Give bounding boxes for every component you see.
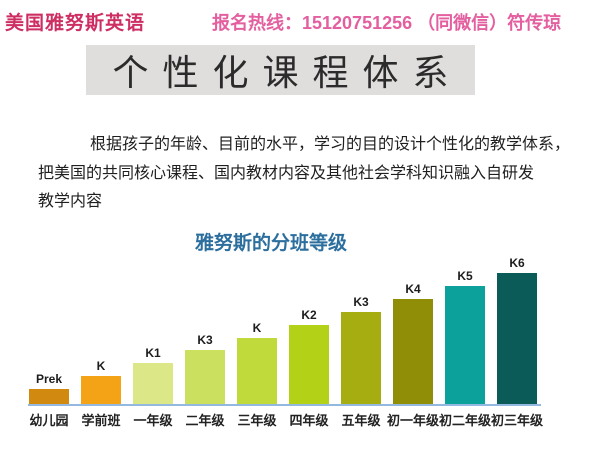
- bar-bottom-label: 四年级: [289, 413, 329, 428]
- bar-top-label: K1: [145, 346, 161, 360]
- chart-baseline: [28, 404, 541, 406]
- bar: [185, 350, 225, 404]
- intro-line-3: 教学内容: [38, 193, 103, 210]
- bar-top-label: K6: [509, 256, 525, 270]
- bar: [289, 325, 329, 404]
- intro-line-2: 把美国的共同核心课程、国内教材内容及其他社会学科知识融入自研发: [38, 164, 535, 182]
- brand-title: 美国雅努斯英语: [5, 13, 146, 34]
- bar-bottom-label: 初三年级: [490, 413, 543, 428]
- bar-top-label: K3: [197, 333, 213, 347]
- bar-top-label: K5: [457, 269, 473, 283]
- bar: [237, 338, 277, 404]
- bar: [393, 299, 433, 404]
- bar: [81, 376, 121, 404]
- bar-bottom-label: 一年级: [133, 413, 173, 428]
- bar-bottom-label: 幼儿园: [29, 413, 69, 428]
- bar: [497, 273, 537, 404]
- intro-paragraph: 根据孩子的年龄、目前的水平，学习的目的设计个性化的教学体系， 把美国的共同核心课…: [38, 131, 578, 217]
- section-title: 个性化课程体系: [112, 52, 463, 93]
- bar-top-label: K: [252, 321, 262, 335]
- bar: [29, 389, 69, 404]
- bar-bottom-label: 五年级: [341, 413, 381, 428]
- bar-chart: Prek 幼儿园 K 学前班 K1 一年级 K3 二年级 K 三年级 K2 四年级 K3 五年级 K4 初一年…: [0, 256, 600, 445]
- section-title-banner: 个性化课程体系: [86, 45, 475, 95]
- bar-top-label: K3: [353, 295, 369, 309]
- bar-top-label: K4: [405, 282, 421, 296]
- bar-top-label: Prek: [35, 372, 63, 386]
- bar-bottom-label: 学前班: [81, 413, 121, 428]
- bar-bottom-label: 初二年级: [438, 413, 491, 428]
- bar-bottom-label: 初一年级: [386, 413, 439, 428]
- bar-top-label: K: [96, 359, 106, 373]
- bar-bottom-label: 三年级: [237, 413, 277, 428]
- bar: [133, 363, 173, 404]
- bar: [341, 312, 381, 404]
- chart-title: 雅努斯的分班等级: [195, 233, 348, 254]
- bar: [445, 286, 485, 404]
- bar-top-label: K2: [301, 308, 317, 322]
- intro-line-1: 根据孩子的年龄、目前的水平，学习的目的设计个性化的教学体系，: [90, 136, 571, 153]
- bar-bottom-label: 二年级: [185, 413, 225, 428]
- hotline-text: 报名热线：15120751256 （同微信）符传琼: [212, 13, 562, 33]
